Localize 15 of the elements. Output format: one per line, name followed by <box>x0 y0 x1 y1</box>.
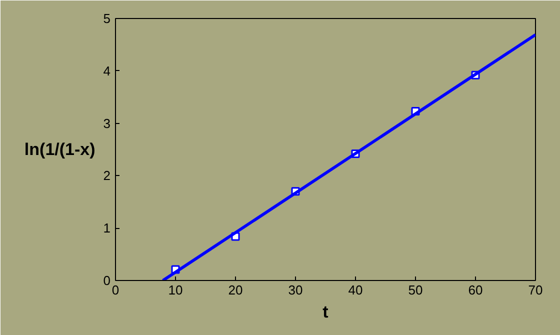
x-tick-label: 70 <box>528 282 543 298</box>
y-tick-label: 5 <box>103 11 111 26</box>
x-axis-title: t <box>322 302 329 322</box>
x-tick-label: 20 <box>228 282 243 298</box>
y-tick-label: 2 <box>103 168 111 184</box>
x-tick-label: 50 <box>408 282 423 298</box>
y-tick-label: 4 <box>103 63 111 78</box>
x-tick-label: 30 <box>288 282 303 298</box>
y-tick-label: 3 <box>103 116 111 131</box>
x-tick-label: 10 <box>168 282 183 298</box>
y-tick-label: 0 <box>103 273 111 288</box>
x-tick-label: 60 <box>468 282 483 298</box>
y-tick-label: 1 <box>103 220 111 236</box>
y-axis-title: ln(1/(1-x) <box>24 140 96 159</box>
x-tick-label: 40 <box>348 282 363 298</box>
